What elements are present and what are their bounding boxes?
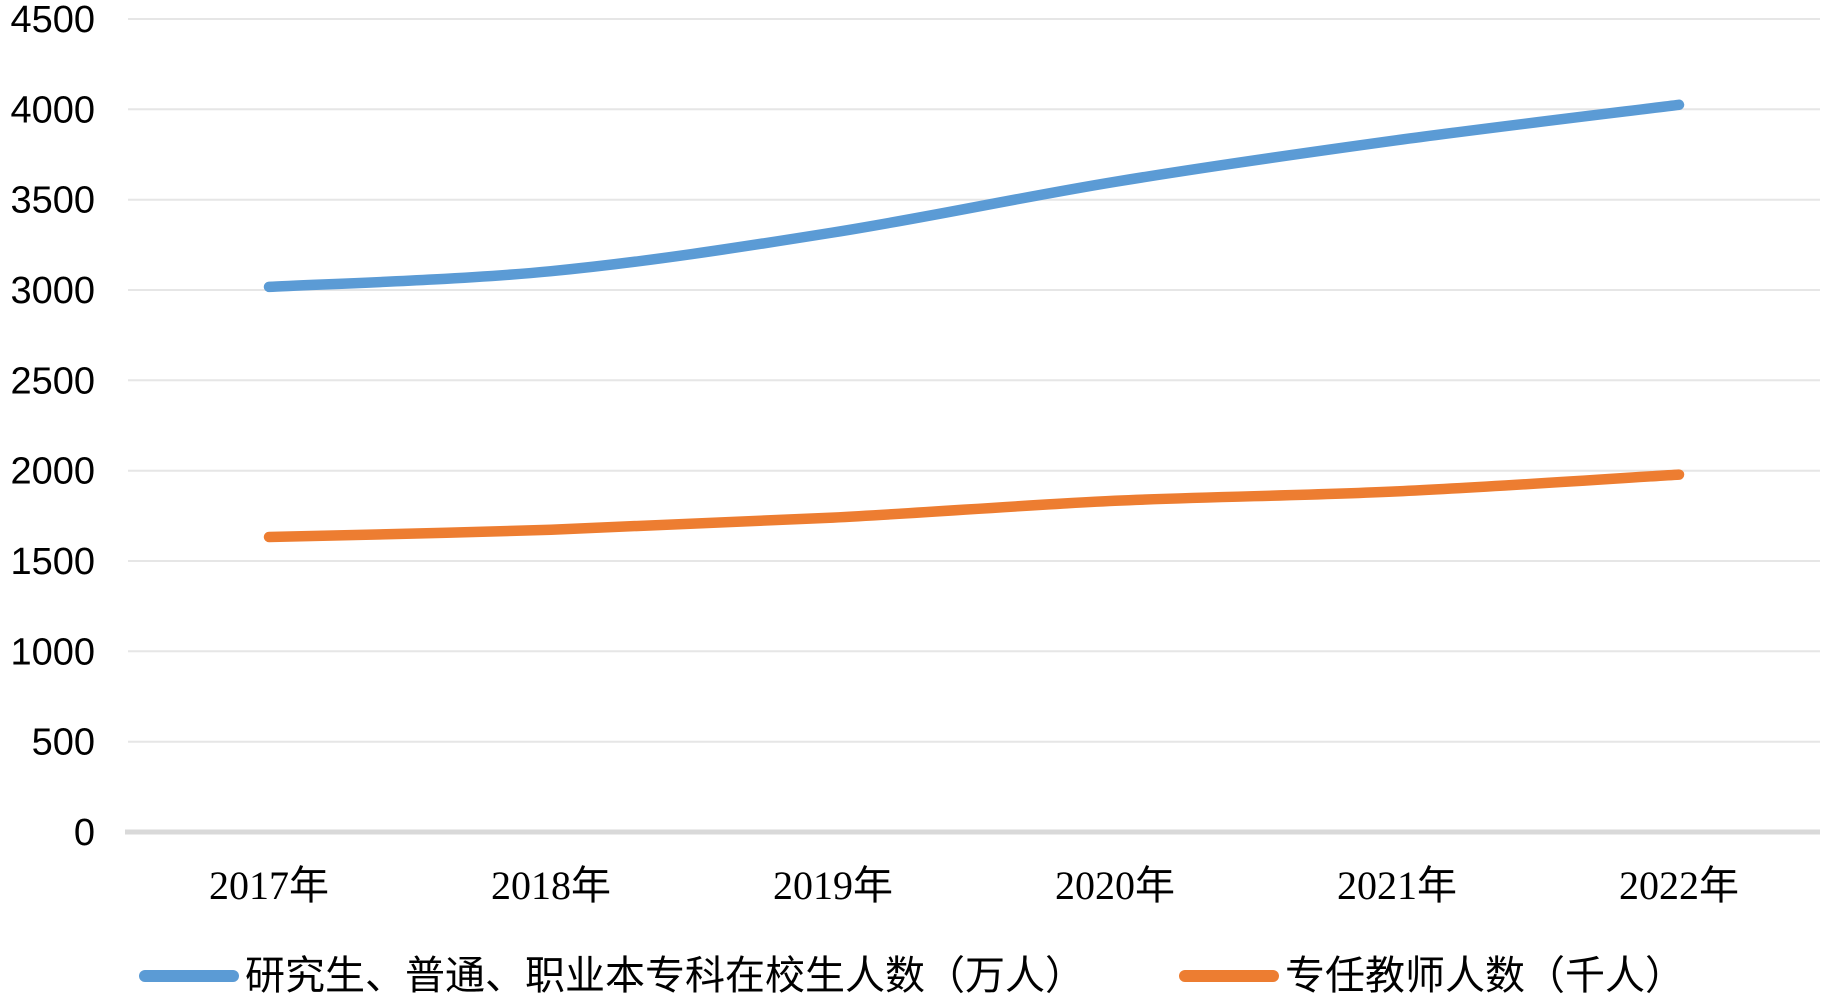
legend-label-students-enrollment: 研究生、普通、职业本专科在校生人数（万人）: [245, 953, 1085, 998]
y-tick-label: 0: [74, 812, 95, 854]
x-tick-label: 2017年: [209, 863, 329, 908]
x-tick-label: 2020年: [1055, 863, 1175, 908]
gridlines: [128, 18, 1820, 743]
y-tick-label: 2500: [10, 360, 95, 402]
x-tick-label: 2022年: [1619, 863, 1739, 908]
legend-item-full-time-teachers: 专任教师人数（千人）: [1179, 956, 1685, 996]
y-tick-label: 500: [32, 722, 95, 764]
students-enrollment-line-swatch: [139, 970, 239, 982]
legend-label-full-time-teachers: 专任教师人数（千人）: [1285, 953, 1685, 998]
y-tick-label: 2000: [10, 451, 95, 493]
y-tick-label: 1000: [10, 631, 95, 673]
full-time-teachers-line-swatch: [1179, 970, 1279, 982]
x-axis-labels: 2017年 2018年 2019年 2020年 2021年 2022年: [209, 863, 1739, 908]
y-axis-labels: 0 500 1000 1500 2000 2500 3000 3500 4000 4500: [10, 0, 95, 854]
legend-item-students-enrollment: 研究生、普通、职业本专科在校生人数（万人）: [139, 956, 1085, 996]
y-tick-label: 1500: [10, 541, 95, 583]
y-tick-label: 4500: [10, 0, 95, 41]
legend: 研究生、普通、职业本专科在校生人数（万人） 专任教师人数（千人）: [0, 950, 1824, 1002]
y-tick-label: 3000: [10, 270, 95, 312]
x-tick-label: 2021年: [1337, 863, 1457, 908]
full-time-teachers-line: [263, 469, 1685, 543]
students-enrollment-line: [263, 99, 1685, 293]
y-tick-label: 3500: [10, 180, 95, 222]
x-tick-label: 2019年: [773, 863, 893, 908]
y-tick-label: 4000: [10, 89, 95, 131]
x-tick-label: 2018年: [491, 863, 611, 908]
